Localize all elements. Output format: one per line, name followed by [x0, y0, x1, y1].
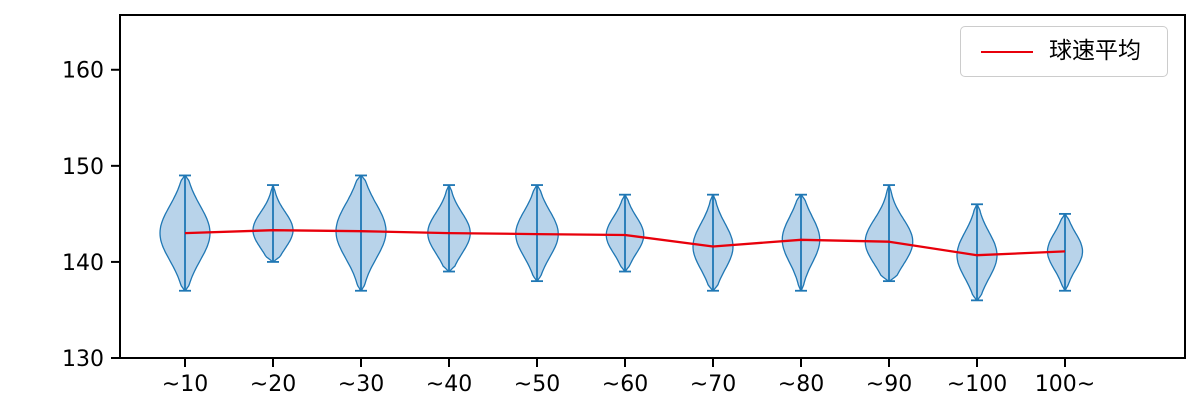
x-tick-label: ~10 [162, 372, 208, 397]
y-tick-label: 160 [62, 59, 104, 84]
x-tick-label: ~40 [426, 372, 472, 397]
axes-frame [119, 14, 1186, 359]
x-tick-label: ~20 [250, 372, 296, 397]
x-tick-label: 100~ [1035, 372, 1095, 397]
x-tick-label: ~60 [602, 372, 648, 397]
x-tick-label: ~100 [947, 372, 1007, 397]
legend-label: 球速平均 [1049, 38, 1141, 64]
x-tick-label: ~90 [866, 372, 912, 397]
x-tick-label: ~70 [690, 372, 736, 397]
x-tick-label: ~80 [778, 372, 824, 397]
legend: 球速平均 [960, 26, 1168, 78]
x-tick-label: ~50 [514, 372, 560, 397]
y-tick-label: 130 [62, 347, 104, 372]
legend-line-icon [981, 50, 1033, 53]
y-tick-label: 150 [62, 155, 104, 180]
y-tick-label: 140 [62, 251, 104, 276]
x-tick-label: ~30 [338, 372, 384, 397]
mean-line [184, 229, 1066, 257]
